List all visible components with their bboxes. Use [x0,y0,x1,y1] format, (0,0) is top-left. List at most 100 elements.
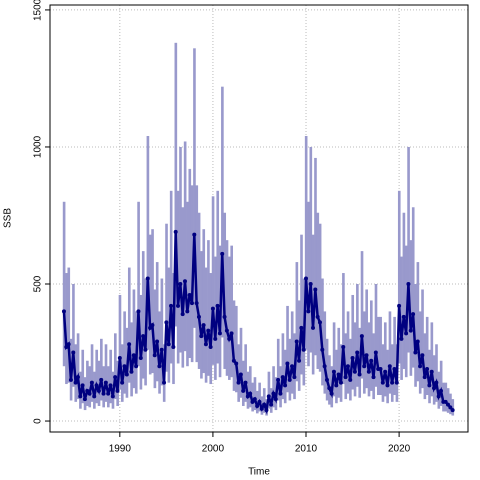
point [299,325,304,330]
point [315,314,320,319]
confidence-band [402,212,406,369]
point [201,323,206,328]
point [283,383,288,388]
point [192,232,197,237]
point [401,314,406,319]
point [148,325,153,330]
point [101,391,106,396]
point [80,383,85,388]
point [257,399,262,404]
point [292,375,297,380]
point [306,309,311,314]
point [334,383,339,388]
point [387,364,392,369]
confidence-band [318,223,322,372]
point [271,391,276,396]
point [115,388,120,393]
confidence-band [200,251,203,379]
confidence-band [174,42,178,327]
point [89,380,94,385]
point [420,353,425,358]
point [187,292,192,297]
confidence-band [311,234,315,375]
confidence-band [416,262,420,382]
confidence-band [253,377,257,411]
confidence-band [102,366,105,408]
confidence-band [381,344,385,402]
point [162,380,167,385]
point [180,312,185,317]
confidence-band [314,157,317,356]
x-tick-label: 2010 [295,444,318,455]
confidence-band [97,360,101,406]
point [262,402,267,407]
confidence-band [228,256,231,380]
point [68,377,73,382]
point [369,358,374,363]
confidence-band [186,201,189,367]
point [73,380,78,385]
point [66,342,71,347]
point [166,342,171,347]
confidence-band [307,201,310,367]
point [127,342,132,347]
point [322,364,327,369]
point [317,320,322,325]
confidence-band [255,390,259,414]
confidence-band [107,366,110,408]
confidence-band [376,316,380,396]
x-tick-label: 1990 [109,444,132,455]
point [418,364,423,369]
point [313,287,318,292]
confidence-band [286,305,289,393]
point [96,388,101,393]
confidence-band [207,240,210,376]
point [450,408,455,413]
confidence-band [400,256,403,380]
confidence-band [300,234,303,375]
point [213,336,218,341]
point [359,334,364,339]
point [75,375,80,380]
point [269,402,274,407]
confidence-band [262,388,266,413]
point [85,388,90,393]
point [434,380,439,385]
confidence-band [230,245,234,378]
point [124,372,129,377]
confidence-band [181,207,185,368]
confidence-band [258,382,261,412]
confidence-band [367,322,371,397]
point [178,282,183,287]
confidence-band [272,366,275,408]
point [278,391,283,396]
confidence-band [393,316,396,396]
confidence-band [118,294,122,390]
point [336,372,341,377]
point [236,380,241,385]
confidence-band [439,360,443,406]
confidence-band [411,207,415,368]
point [310,325,315,330]
point [224,328,229,333]
confidence-band [188,168,192,359]
confidence-band [165,223,168,372]
point [134,364,139,369]
confidence-band [409,240,413,376]
point [61,309,66,314]
confidence-band [67,267,71,383]
point [443,399,448,404]
point [138,356,143,361]
point [87,391,92,396]
confidence-band [397,190,401,364]
point [329,391,334,396]
confidence-band [421,289,424,389]
point [301,347,306,352]
point [394,380,399,385]
point [308,282,313,287]
point [352,369,357,374]
point [406,282,411,287]
confidence-band [425,316,429,396]
confidence-band [321,278,324,386]
